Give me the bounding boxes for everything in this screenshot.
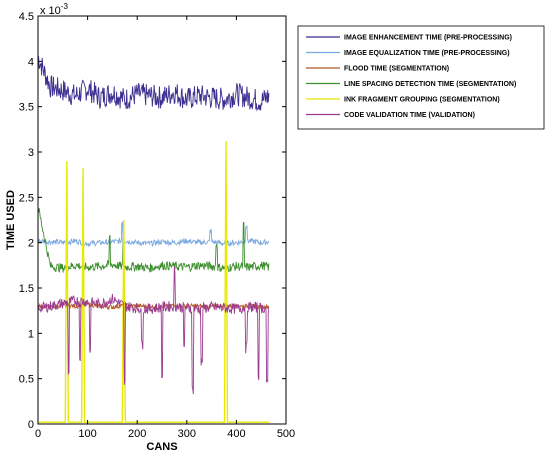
y-tick-label: 2 [28,238,34,250]
legend-label-3: FLOOD TIME (SEGMENTATION) [344,66,449,73]
series-line-4 [37,208,270,274]
legend-items: IMAGE ENHANCEMENT TIME (PRE-PROCESSING) I… [306,35,516,119]
y-tick-label: 0.5 [19,374,34,386]
y-tick-label: 4.5 [19,11,34,23]
legend-label-4: LINE SPACING DETECTION TIME (SEGMENTATIO… [344,81,516,88]
axes [37,15,287,425]
series-line-1 [37,56,270,112]
y-tick-label: 4 [28,56,34,68]
legend-label-5: INK FRAGMENT GROUPING (SEGMENTATION) [344,97,500,104]
series-line-5 [38,141,270,423]
series-layer [37,56,270,423]
x-tick-label: 400 [227,428,245,440]
x-tick-label: 300 [178,428,196,440]
y-tick-label: 3 [28,147,34,159]
tick-labels: 0 100 200 300 400 500 0 0.5 1 1.5 2 2.5 3 3.5 4 4.5 [19,11,295,440]
legend: IMAGE ENHANCEMENT TIME (PRE-PROCESSING) I… [297,25,545,130]
legend-label-6: CODE VALIDATION TIME (VALIDATION) [344,112,475,119]
x-tick-label: 0 [35,428,41,440]
x-axis-label: CANS [146,441,177,453]
axes-frame [37,15,287,425]
y-tick-label: 1.5 [19,283,34,295]
x-tick-label: 100 [78,428,96,440]
legend-label-2: IMAGE EQUALIZATION TIME (PRE-PROCESSING) [344,50,510,57]
series-line-6 [37,266,270,395]
x-tick-label: 200 [128,428,146,440]
y-scale-base: x 10 [40,5,61,17]
y-tick-label: 2.5 [19,192,34,204]
legend-box [297,25,545,130]
legend-label-1: IMAGE ENHANCEMENT TIME (PRE-PROCESSING) [344,35,512,42]
y-tick-label: 3.5 [19,102,34,114]
y-scale-exponent: -3 [61,2,69,11]
y-tick-label: 1 [28,328,34,340]
y-axis-label: TIME USED [5,190,17,250]
y-tick-label: 0 [28,419,34,431]
series-line-2 [37,221,270,248]
x-tick-label: 500 [277,428,295,440]
y-scale-multiplier: x 10-3 [40,2,68,17]
